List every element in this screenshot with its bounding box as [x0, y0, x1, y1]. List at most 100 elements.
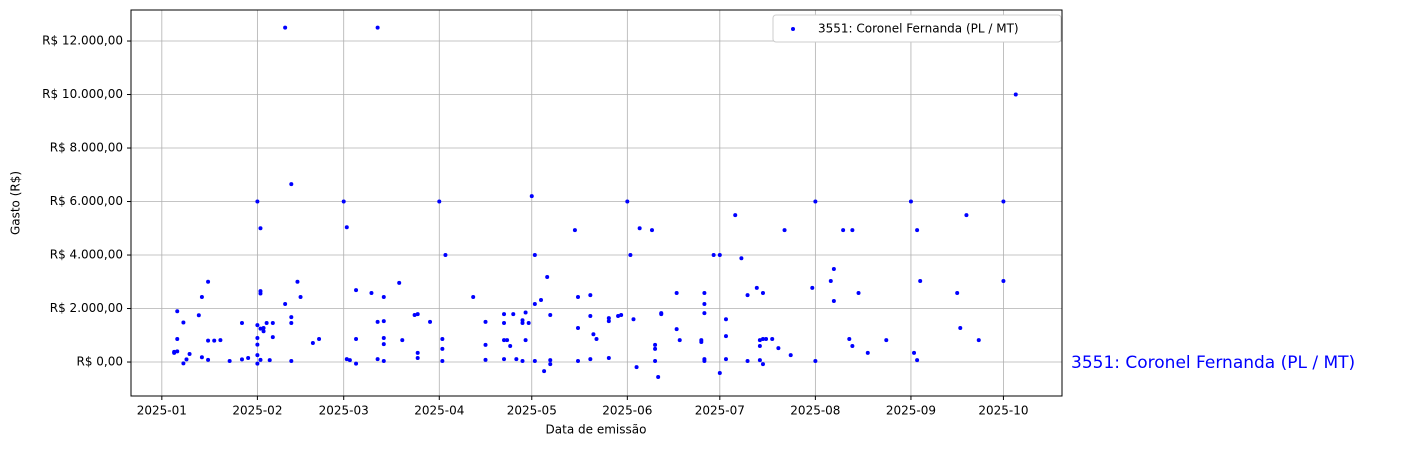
- point: [440, 337, 445, 342]
- point: [258, 357, 263, 362]
- point: [702, 301, 707, 306]
- point: [514, 357, 519, 362]
- point: [381, 319, 386, 324]
- point: [548, 362, 553, 367]
- annotation: 3551: Coronel Fernanda (PL / MT): [1071, 353, 1355, 373]
- point: [369, 291, 374, 296]
- point: [739, 256, 744, 261]
- point: [760, 337, 765, 342]
- point: [341, 199, 346, 204]
- point: [915, 228, 920, 233]
- point: [760, 362, 765, 367]
- point: [588, 293, 593, 298]
- x-tick-label: 2025-10: [978, 404, 1028, 418]
- point: [344, 357, 349, 362]
- point: [483, 357, 488, 362]
- point: [520, 358, 525, 363]
- point: [723, 357, 728, 362]
- point: [505, 338, 510, 343]
- point: [199, 355, 204, 360]
- point: [760, 291, 765, 296]
- point: [483, 319, 488, 324]
- point: [212, 338, 217, 343]
- point: [915, 358, 920, 363]
- point: [757, 338, 762, 343]
- point: [594, 337, 599, 342]
- point: [1013, 92, 1018, 97]
- point: [175, 309, 180, 314]
- point: [711, 253, 716, 258]
- point: [1001, 199, 1006, 204]
- point: [606, 316, 611, 321]
- point: [196, 313, 201, 318]
- point: [908, 199, 913, 204]
- point: [637, 226, 642, 231]
- point: [865, 350, 870, 355]
- y-tick-label: R$ 0,00: [76, 355, 123, 369]
- point: [523, 310, 528, 315]
- point: [270, 335, 275, 340]
- point: [310, 341, 315, 346]
- point: [187, 352, 192, 357]
- point: [227, 358, 232, 363]
- point: [782, 228, 787, 233]
- point: [289, 182, 294, 187]
- point: [532, 253, 537, 258]
- point: [764, 337, 769, 342]
- point: [539, 297, 544, 302]
- point: [831, 266, 836, 271]
- point: [674, 327, 679, 332]
- point: [295, 279, 300, 284]
- point: [542, 369, 547, 374]
- legend-marker: [791, 27, 795, 31]
- point: [239, 357, 244, 362]
- point: [588, 314, 593, 319]
- point: [172, 349, 177, 354]
- point: [375, 357, 380, 362]
- point: [526, 320, 531, 325]
- point: [344, 225, 349, 230]
- point: [702, 311, 707, 316]
- x-tick-label: 2025-02: [232, 404, 282, 418]
- point: [754, 285, 759, 290]
- point: [206, 357, 211, 362]
- point: [199, 295, 204, 300]
- point: [625, 199, 630, 204]
- point: [218, 338, 223, 343]
- point: [813, 358, 818, 363]
- point: [397, 280, 402, 285]
- point: [523, 338, 528, 343]
- point: [964, 213, 969, 218]
- point: [619, 312, 624, 317]
- point: [588, 357, 593, 362]
- point: [440, 358, 445, 363]
- point: [255, 361, 260, 366]
- point: [400, 338, 405, 343]
- point: [591, 332, 596, 337]
- point: [283, 25, 288, 30]
- point: [576, 326, 581, 331]
- point: [289, 315, 294, 320]
- point: [261, 329, 266, 334]
- point: [261, 326, 266, 331]
- point: [258, 291, 263, 296]
- point: [702, 358, 707, 363]
- point: [733, 213, 738, 218]
- point: [831, 299, 836, 304]
- point: [532, 301, 537, 306]
- point: [717, 370, 722, 375]
- point: [289, 320, 294, 325]
- point: [828, 278, 833, 283]
- point: [955, 291, 960, 296]
- point: [847, 337, 852, 342]
- point: [918, 278, 923, 283]
- point: [548, 358, 553, 363]
- point: [347, 358, 352, 363]
- point: [572, 228, 577, 233]
- point: [723, 334, 728, 339]
- x-tick-label: 2025-03: [319, 404, 369, 418]
- point: [634, 365, 639, 370]
- point: [757, 358, 762, 363]
- point: [258, 326, 263, 331]
- x-tick-label: 2025-07: [695, 404, 745, 418]
